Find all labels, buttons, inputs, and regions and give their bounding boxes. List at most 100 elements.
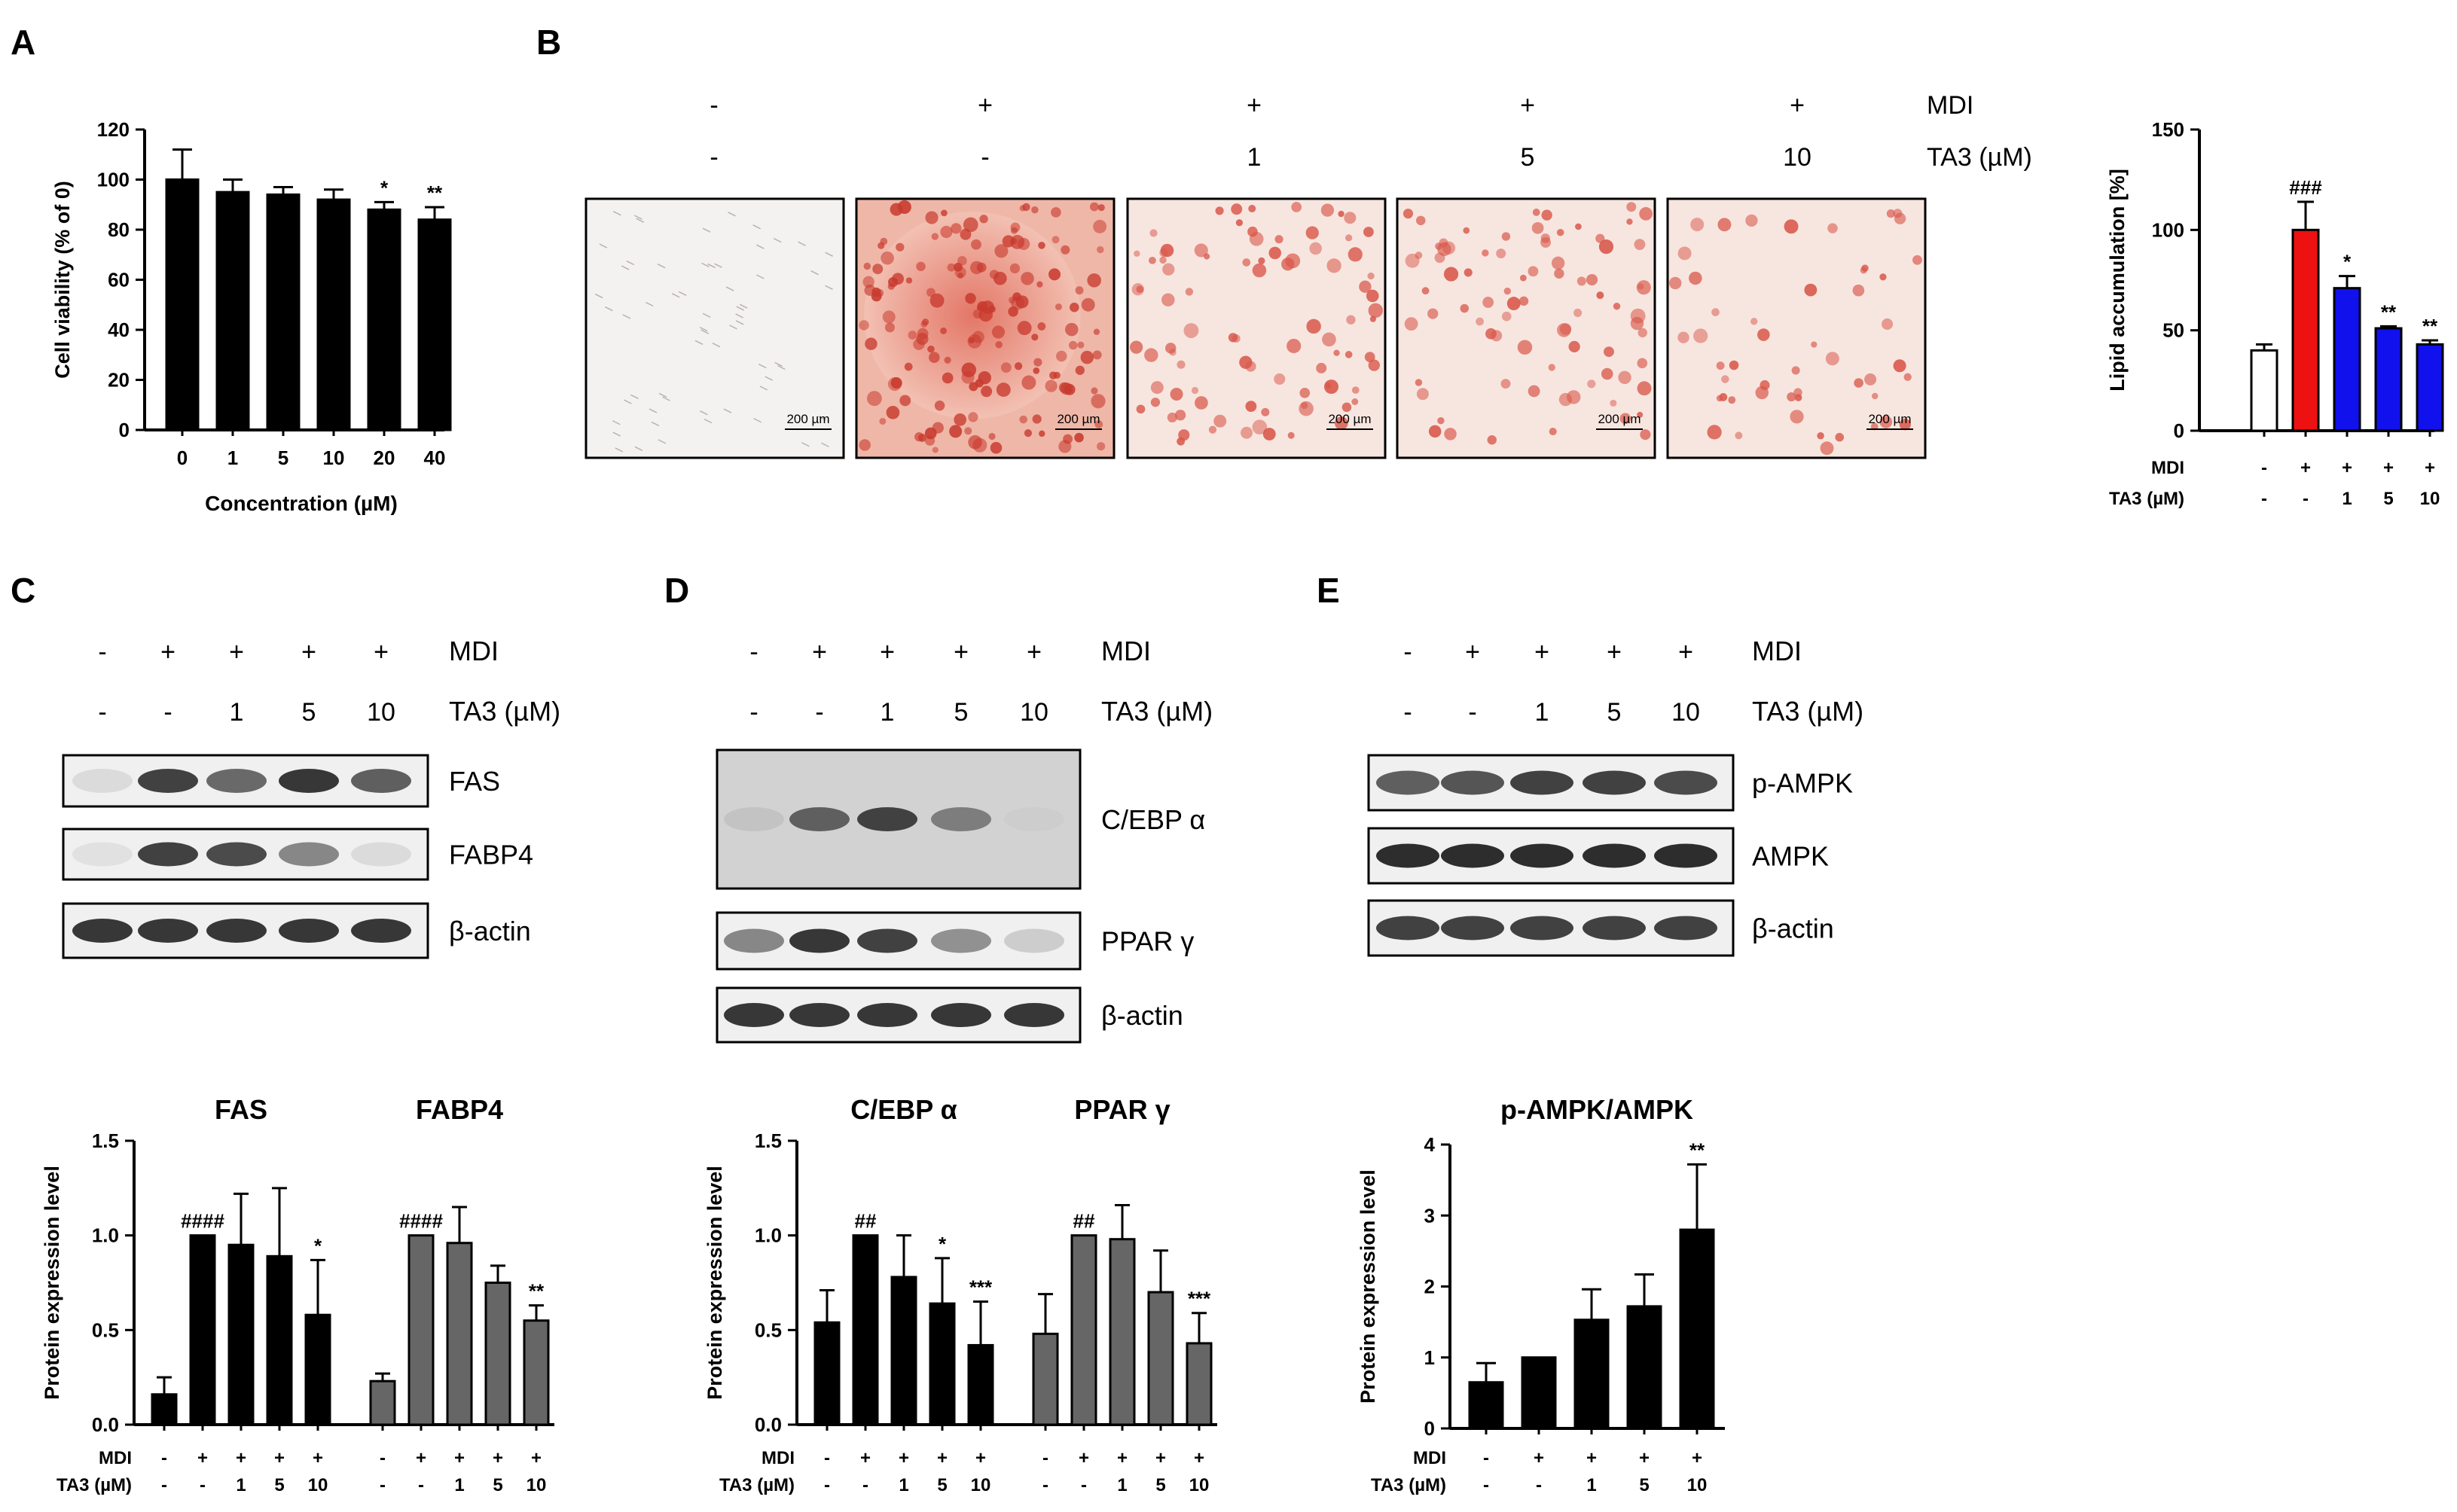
cell-outline: [636, 218, 645, 223]
panel-letter-b: B: [536, 23, 561, 62]
y-tick-label: 0: [2174, 419, 2184, 442]
lipid-droplet: [1094, 420, 1103, 428]
ta3-sign: -: [1042, 1475, 1048, 1495]
lipid-droplet: [1208, 425, 1217, 434]
lipid-droplet: [1428, 425, 1442, 438]
cell-outline: [612, 431, 621, 437]
mdi-sign: +: [812, 638, 827, 666]
lipid-droplet: [1287, 431, 1295, 439]
lipid-droplet: [1886, 209, 1896, 218]
significance-label: **: [529, 1280, 545, 1303]
lipid-droplet: [964, 427, 972, 435]
cell-outline: [678, 291, 687, 297]
lipid-droplet: [1427, 308, 1439, 319]
lipid-droplet: [1252, 419, 1268, 434]
lipid-droplet: [1482, 297, 1494, 308]
bar: [369, 1379, 396, 1426]
lipid-droplet: [1860, 267, 1867, 274]
mdi-sign: +: [301, 638, 316, 666]
lipid-droplet: [1528, 385, 1540, 398]
lipid-droplet: [896, 242, 905, 251]
lipid-droplet: [1496, 248, 1506, 259]
cell-outline: [735, 320, 744, 325]
lipid-droplet: [1443, 267, 1459, 282]
row-label-ta3: TA3 (µM): [1101, 696, 1213, 727]
lipid-droplet: [1729, 360, 1739, 370]
chart-title: p-AMPK/AMPK: [1500, 1094, 1693, 1125]
panel-letter-e: E: [1317, 571, 1340, 610]
lipid-droplet: [1899, 419, 1911, 431]
cell-outline: [707, 263, 716, 269]
lipid-droplet: [1149, 256, 1156, 264]
lipid-droplet: [981, 386, 993, 398]
mdi-sign: +: [2383, 458, 2394, 478]
lipid-droplet: [988, 433, 996, 440]
lipid-droplet: [1346, 315, 1356, 325]
lipid-droplet: [1075, 365, 1085, 375]
cell-outline: [765, 376, 774, 381]
lipid-droplet: [947, 263, 956, 272]
lipid-droplet: [1639, 207, 1653, 221]
lipid-droplet: [1021, 375, 1036, 390]
lipid-droplet: [1074, 432, 1084, 443]
row-label-ta3: TA3 (µM): [449, 696, 560, 727]
lipid-droplet: [1532, 209, 1540, 216]
ta3-sign: -: [380, 1475, 386, 1495]
lipid-droplet: [1711, 308, 1720, 316]
lipid-droplet: [1055, 303, 1062, 311]
y-axis-label: Protein expression level: [704, 1166, 726, 1400]
mdi-sign: +: [2300, 458, 2311, 478]
cell-outline: [615, 447, 624, 453]
row-label-ta3: TA3 (µM): [719, 1475, 795, 1495]
ta3-sign: -: [1468, 698, 1476, 727]
ta3-sign: 5: [1639, 1475, 1649, 1495]
lipid-droplet: [1637, 411, 1644, 418]
cell-outline: [662, 396, 670, 401]
mdi-sign: +: [197, 1448, 208, 1468]
western-blot-c: - - + - +1 +5 +10 MDI TA3 (µM) FAS FABP4 β-actin: [62, 636, 560, 959]
lipid-droplet: [1021, 272, 1034, 285]
protein-band: [72, 919, 133, 943]
lipid-droplet: [1022, 203, 1030, 212]
lipid-droplet: [1061, 245, 1070, 255]
lipid-droplet: [1097, 442, 1106, 451]
bar: [2291, 228, 2320, 432]
lipid-droplet: [1031, 206, 1039, 214]
row-label-ta3: TA3 (µM): [1371, 1475, 1446, 1495]
lipid-droplet: [1689, 271, 1702, 285]
lipid-droplet: [1274, 373, 1286, 385]
cell-outline: [777, 364, 786, 370]
ta3-sign: -: [710, 143, 718, 172]
bar: [1032, 1332, 1059, 1426]
lipid-droplet: [1463, 227, 1470, 234]
x-tick-label: 1: [227, 447, 238, 469]
mdi-sign: +: [1194, 1448, 1204, 1468]
lipid-droplet: [993, 271, 1007, 285]
bar: [852, 1234, 879, 1426]
x-tick-label: 5: [278, 447, 288, 469]
lipid-droplet: [1519, 274, 1527, 282]
lipid-droplet: [886, 405, 900, 419]
lipid-droplet: [1728, 396, 1736, 404]
lipid-droplet: [1437, 416, 1445, 425]
bar: [1109, 1238, 1136, 1426]
lipid-droplet: [1215, 206, 1224, 215]
bar: [417, 218, 452, 431]
lipid-droplet: [1241, 426, 1253, 439]
lipid-droplet: [1039, 430, 1045, 437]
lipid-droplet: [1351, 398, 1359, 405]
cell-outline: [801, 442, 810, 447]
cell-outline: [714, 263, 722, 268]
y-tick-label: 4: [1424, 1133, 1436, 1156]
ta3-sign: 5: [1607, 698, 1622, 727]
protein-band: [1510, 770, 1573, 795]
lipid-droplet: [960, 228, 972, 240]
lipid-droplet: [1745, 214, 1758, 227]
lipid-droplet: [1231, 203, 1243, 215]
scale-bar-label: 200 µm: [1598, 412, 1641, 426]
lipid-droplet: [1010, 296, 1025, 310]
protein-band: [1441, 770, 1504, 795]
y-tick-label: 120: [97, 118, 130, 141]
ta3-sign: -: [824, 1475, 830, 1495]
lipid-droplet: [1719, 392, 1728, 401]
